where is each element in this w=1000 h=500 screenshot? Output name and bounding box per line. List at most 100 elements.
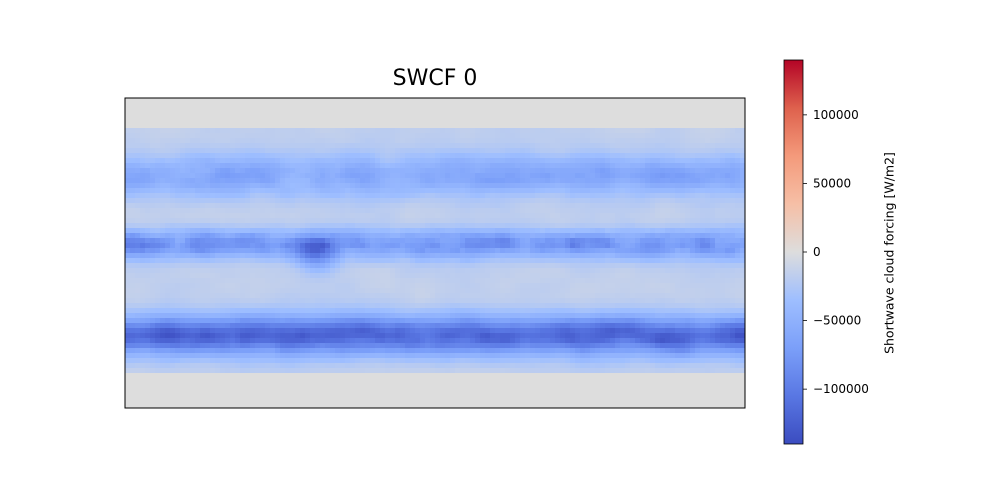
heatmap-cell (215, 153, 221, 159)
heatmap-cell (190, 203, 196, 209)
heatmap-cell (450, 293, 456, 299)
heatmap-cell (685, 208, 691, 214)
heatmap-cell (675, 128, 681, 134)
heatmap-cell (715, 183, 721, 189)
heatmap-cell (160, 183, 166, 189)
heatmap-cell (425, 133, 431, 139)
heatmap-cell (185, 248, 191, 254)
heatmap-cell (295, 218, 301, 224)
heatmap-cell (375, 118, 381, 124)
heatmap-cell (510, 143, 516, 149)
heatmap-cell (450, 103, 456, 109)
heatmap-cell (270, 158, 276, 164)
heatmap-cell (170, 223, 176, 229)
heatmap-cell (355, 123, 361, 129)
heatmap-cell (730, 178, 736, 184)
heatmap-cell (330, 118, 336, 124)
heatmap-cell (670, 118, 676, 124)
heatmap-cell (365, 158, 371, 164)
heatmap-cell (130, 183, 136, 189)
heatmap-cell (540, 283, 546, 289)
heatmap-cell (375, 273, 381, 279)
heatmap-cell (655, 188, 661, 194)
heatmap-cell (450, 143, 456, 149)
heatmap-cell (740, 223, 745, 229)
heatmap-cell (515, 188, 521, 194)
heatmap-cell (530, 268, 536, 274)
heatmap-cell (175, 183, 181, 189)
heatmap-cell (525, 208, 531, 214)
heatmap-cell (480, 233, 486, 239)
heatmap-cell (385, 183, 391, 189)
heatmap-cell (415, 193, 421, 199)
heatmap-cell (265, 243, 271, 249)
heatmap-cell (695, 153, 701, 159)
heatmap-cell (650, 208, 656, 214)
heatmap-cell (525, 143, 531, 149)
heatmap-cell (345, 258, 351, 264)
heatmap-cell (285, 98, 291, 104)
heatmap-cell (740, 273, 745, 279)
heatmap-cell (500, 178, 506, 184)
heatmap-cell (400, 228, 406, 234)
heatmap-cell (680, 193, 686, 199)
heatmap-cell (145, 188, 151, 194)
heatmap-cell (140, 203, 146, 209)
heatmap-cell (400, 213, 406, 219)
heatmap-cell (215, 238, 221, 244)
heatmap-cell (275, 173, 281, 179)
heatmap-cell (205, 253, 211, 259)
heatmap-cell (200, 213, 206, 219)
heatmap-cell (415, 273, 421, 279)
heatmap-cell (620, 168, 626, 174)
heatmap-cell (370, 178, 376, 184)
heatmap-cell (130, 138, 136, 144)
heatmap-cell (205, 103, 211, 109)
heatmap-cell (345, 198, 351, 204)
heatmap-cell (540, 98, 546, 104)
heatmap-cell (315, 233, 321, 239)
heatmap-cell (560, 248, 566, 254)
heatmap-cell (515, 248, 521, 254)
heatmap-cell (460, 243, 466, 249)
heatmap-cell (190, 178, 196, 184)
heatmap-cell (480, 138, 486, 144)
heatmap-cell (280, 178, 286, 184)
heatmap-cell (735, 293, 741, 299)
heatmap-cell (180, 263, 186, 269)
heatmap-cell (250, 98, 256, 104)
heatmap-cell (175, 283, 181, 289)
heatmap-cell (590, 123, 596, 129)
heatmap-cell (635, 193, 641, 199)
heatmap-cell (660, 168, 666, 174)
heatmap-cell (730, 293, 736, 299)
heatmap-cell (635, 228, 641, 234)
heatmap-cell (505, 263, 511, 269)
heatmap-cell (350, 253, 356, 259)
heatmap-cell (350, 293, 356, 299)
heatmap-cell (465, 268, 471, 274)
heatmap-cell (695, 258, 701, 264)
heatmap-cell (660, 138, 666, 144)
heatmap-cell (480, 293, 486, 299)
heatmap-cell (570, 278, 576, 284)
heatmap-cell (590, 288, 596, 294)
heatmap-cell (705, 248, 711, 254)
heatmap-cell (575, 248, 581, 254)
heatmap-cell (370, 128, 376, 134)
heatmap-cell (390, 143, 396, 149)
heatmap-cell (435, 108, 441, 114)
heatmap-cell (140, 228, 146, 234)
heatmap-cell (740, 193, 745, 199)
heatmap-cell (270, 163, 276, 169)
heatmap-cell (695, 243, 701, 249)
heatmap-cell (535, 258, 541, 264)
heatmap-cell (275, 238, 281, 244)
heatmap-cell (665, 268, 671, 274)
heatmap-cell (150, 138, 156, 144)
heatmap-cell (130, 243, 136, 249)
heatmap-cell (615, 128, 621, 134)
heatmap-cell (525, 233, 531, 239)
heatmap-cell (580, 223, 586, 229)
heatmap-cell (355, 148, 361, 154)
